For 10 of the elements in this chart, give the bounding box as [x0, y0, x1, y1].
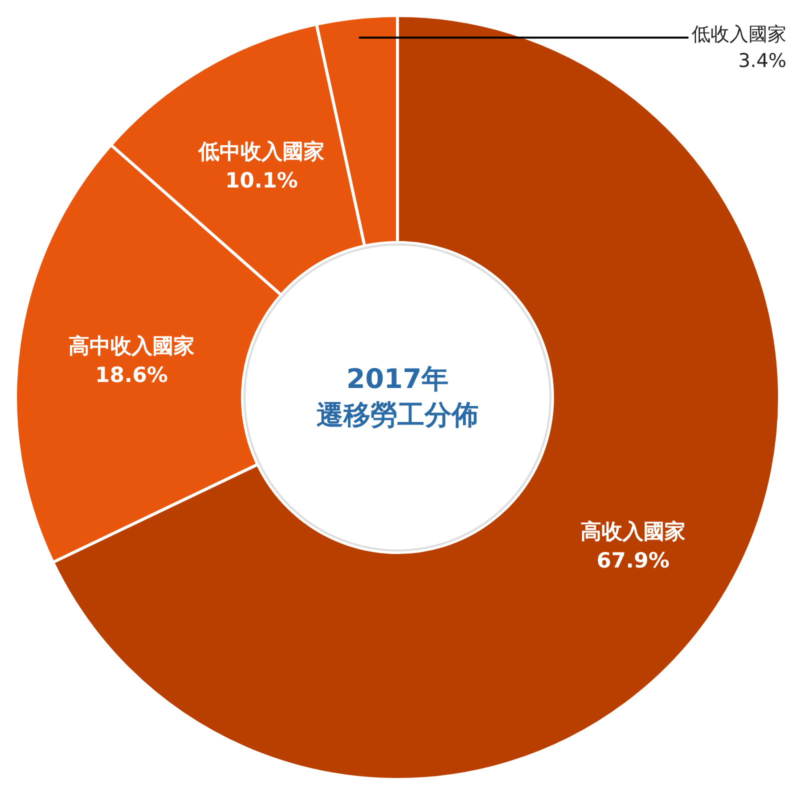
data-label: 3.4%	[738, 50, 787, 72]
text: 遷移勞工分佈	[316, 400, 478, 431]
data-label: 18.6%	[95, 362, 168, 387]
text: 2017年	[346, 364, 449, 395]
data-label: 10.1%	[225, 168, 298, 192]
slice-label: 低中收入國家	[198, 140, 325, 164]
slice-label: 低收入國家	[692, 24, 786, 46]
slice-label: 高收入國家	[580, 520, 686, 544]
slice-label: 高中收入國家	[68, 334, 195, 358]
data-label: 67.9%	[596, 548, 670, 572]
